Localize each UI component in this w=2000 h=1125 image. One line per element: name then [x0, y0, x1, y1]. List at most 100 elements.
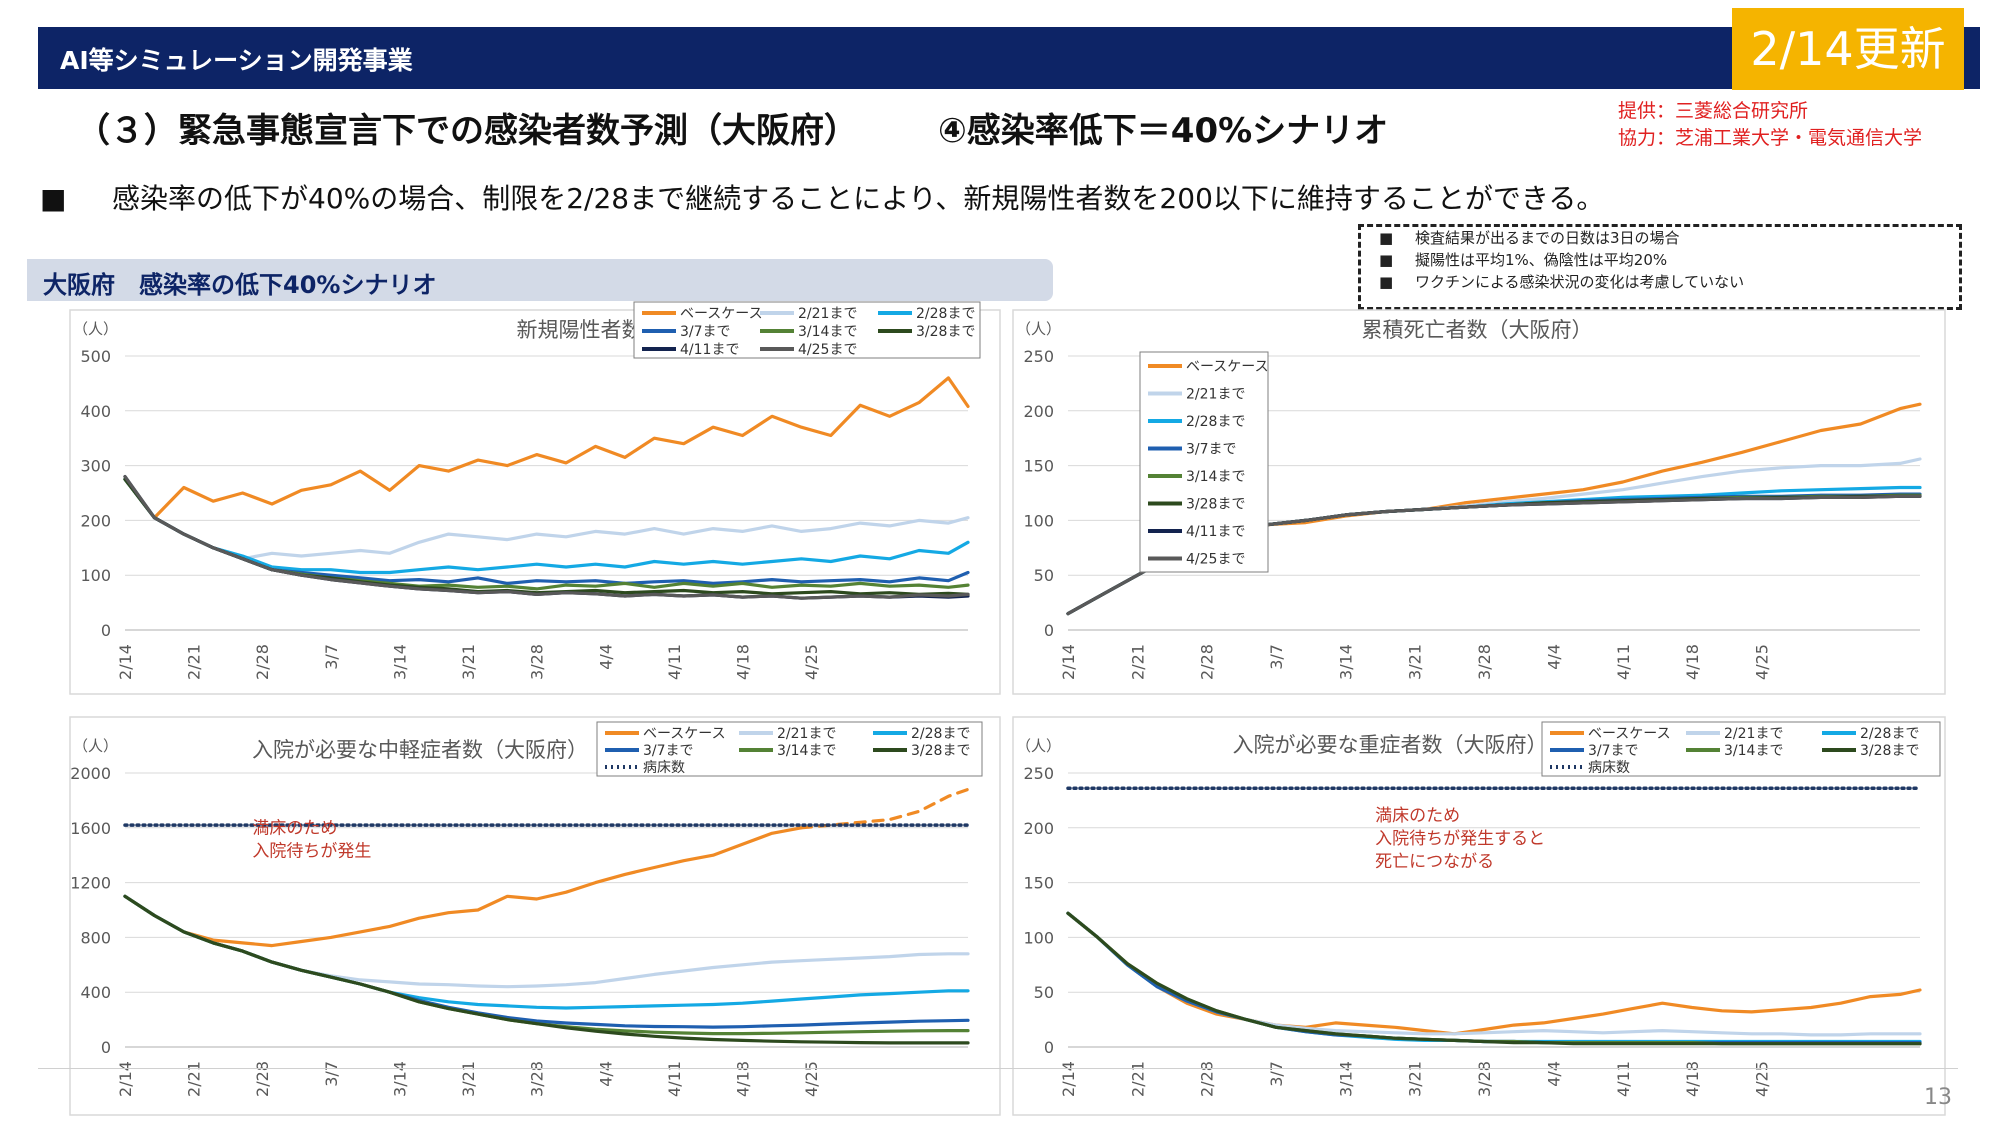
cumulative-deaths-chart: 0 50 100 150 200 250 （人） 2/14 2/21 2/28 3/7 3/14 3/2…	[1012, 309, 1946, 695]
x-tick-label: 3/21	[459, 644, 478, 680]
x-tick-label: 4/11	[665, 644, 684, 680]
y-tick-label: 100	[1023, 511, 1054, 530]
legend-label: 4/25まで	[798, 342, 857, 358]
note-item: ■ 擬陽性は平均1%、偽陰性は平均20%	[1361, 249, 1959, 271]
new-positives-chart: 0 100 200 300 400 500 （人） 2/14 2/21 2/28 3/7 3/14 3/…	[69, 301, 1001, 695]
series-line	[123, 477, 970, 575]
legend-label: 3/14まで	[1186, 469, 1245, 485]
series-line	[1066, 911, 1922, 1046]
y-tick-label: 1600	[70, 819, 111, 838]
x-tick-label: 4/4	[596, 1061, 615, 1087]
x-tick-label: 4/18	[734, 644, 753, 680]
x-tick-label: 3/28	[528, 644, 547, 680]
legend-label: 3/28まで	[1860, 743, 1919, 759]
banner-title: AI等シミュレーション開発事業	[60, 46, 413, 75]
legend-label: ベースケース	[643, 726, 726, 742]
chart-panel	[69, 309, 1001, 695]
x-tick-label: 2/21	[185, 1061, 204, 1097]
page-title-main: （３）緊急事態宣言下での感染者数予測（大阪府）	[76, 111, 858, 151]
series-line	[123, 376, 970, 520]
y-tick-label: 1200	[70, 874, 111, 893]
legend-label: 3/14まで	[777, 743, 836, 759]
annotation-text: 入院待ちが発生	[252, 841, 371, 861]
x-tick-label: 2/14	[116, 644, 135, 680]
x-tick-label: 2/21	[1128, 1061, 1147, 1097]
x-tick-label: 3/21	[459, 1061, 478, 1097]
x-tick-label: 3/14	[1336, 644, 1355, 680]
x-tick-label: 4/18	[734, 1061, 753, 1097]
x-tick-label: 4/25	[802, 644, 821, 680]
legend-label: 3/28まで	[911, 743, 970, 759]
y-tick-label: 200	[80, 511, 111, 530]
annotation-text: 入院待ちが発生すると	[1375, 829, 1545, 849]
x-tick-label: 4/25	[802, 1061, 821, 1097]
y-tick-label: 400	[80, 983, 111, 1002]
legend-label: 3/7まで	[1588, 743, 1639, 759]
x-tick-label: 3/7	[1267, 644, 1286, 670]
note-text: ワクチンによる感染状況の変化は考慮していない	[1415, 273, 1745, 291]
x-tick-label: 4/11	[1614, 1061, 1633, 1097]
y-tick-label: 250	[1023, 347, 1054, 366]
chart-panel	[69, 716, 1001, 1116]
y-tick-label: 100	[1023, 928, 1054, 947]
x-tick-label: 4/18	[1683, 1061, 1702, 1097]
x-tick-label: 4/4	[1544, 644, 1563, 670]
x-tick-label: 3/7	[322, 644, 341, 670]
y-tick-label: 200	[1023, 402, 1054, 421]
x-tick-label: 4/4	[1544, 1061, 1563, 1087]
x-tick-label: 3/7	[322, 1061, 341, 1087]
y-tick-label: 400	[80, 402, 111, 421]
annotation-text: 満床のため	[1375, 806, 1460, 826]
legend-box	[1139, 351, 1269, 573]
x-tick-label: 4/11	[665, 1061, 684, 1097]
chart-title: 入院が必要な重症者数（大阪府）	[1233, 733, 1548, 757]
legend-label: 3/7まで	[643, 743, 694, 759]
legend-label: 3/28まで	[1186, 497, 1245, 513]
x-tick-label: 4/25	[1752, 644, 1771, 680]
series-line	[123, 894, 970, 1045]
chart-title: 入院が必要な中軽症者数（大阪府）	[252, 738, 588, 762]
scenario-label-text: 大阪府 感染率の低下40%シナリオ	[43, 271, 437, 299]
x-tick-label: 2/14	[1059, 1061, 1078, 1097]
y-tick-label: 50	[1034, 983, 1054, 1002]
legend-label: 4/11まで	[680, 342, 739, 358]
chart-panel	[1012, 716, 1946, 1116]
legend-label: 4/25まで	[1186, 552, 1245, 568]
series-line	[123, 477, 970, 561]
legend-label: 2/21まで	[798, 306, 857, 322]
legend-label: 3/7まで	[680, 324, 731, 340]
y-tick-label: 2000	[70, 764, 111, 783]
legend-label: 2/28まで	[1186, 414, 1245, 430]
legend-label: 3/14まで	[798, 324, 857, 340]
y-tick-label: 150	[1023, 874, 1054, 893]
legend-label: 2/28まで	[911, 726, 970, 742]
legend-label: ベースケース	[680, 306, 763, 322]
page-title-scenario: ④感染率低下＝40%シナリオ	[938, 111, 1389, 151]
annotation-text: 死亡につながる	[1375, 852, 1494, 872]
legend-label: 2/28まで	[916, 306, 975, 322]
y-tick-label: 0	[101, 1038, 111, 1057]
unit-label: （人）	[73, 737, 118, 755]
note-item: ■ ワクチンによる感染状況の変化は考慮していない	[1361, 271, 1959, 293]
y-tick-label: 100	[80, 566, 111, 585]
header-banner: AI等シミュレーション開発事業	[38, 27, 1980, 89]
severe-inpatients-chart: 0 50 100 150 200 250 （人） 2/14 2/21 2/28 3/7 3/14 3/2…	[1012, 716, 1946, 1116]
legend-label: 3/28まで	[916, 324, 975, 340]
x-tick-label: 2/28	[253, 644, 272, 680]
credit-cooperation: 協力：芝浦工業大学・電気通信大学	[1618, 127, 1923, 149]
legend-label: 4/11まで	[1186, 524, 1245, 540]
moderate-inpatients-chart: 0 400 800 1200 1600 2000 （人） 2/14 2/21 2/28 3/7 3/1…	[69, 716, 1001, 1116]
annotation-text: 満床のため	[252, 818, 337, 838]
unit-label: （人）	[1016, 320, 1061, 338]
bullet-text: 感染率の低下が40%の場合、制限を2/28まで継続することにより、新規陽性者数を…	[112, 182, 1605, 215]
y-tick-label: 50	[1034, 566, 1054, 585]
x-tick-label: 4/18	[1683, 644, 1702, 680]
x-tick-label: 2/28	[1198, 644, 1217, 680]
x-tick-label: 3/14	[390, 644, 409, 680]
credit-provider: 提供：三菱総合研究所	[1618, 100, 1809, 122]
y-tick-label: 0	[1044, 621, 1054, 640]
x-tick-label: 3/7	[1267, 1061, 1286, 1087]
chart-title: 累積死亡者数（大阪府）	[1362, 318, 1593, 342]
legend-label: 2/21まで	[1724, 726, 1783, 742]
